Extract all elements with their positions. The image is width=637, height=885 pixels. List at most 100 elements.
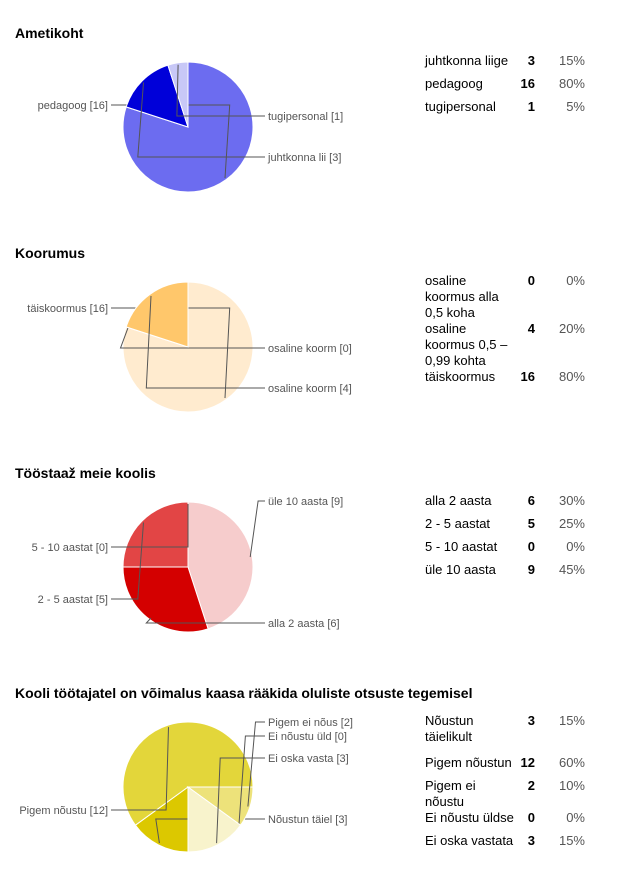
stats-row: 5 - 10 aastat 0 0% bbox=[425, 539, 585, 562]
stats-row: juhtkonna liige 3 15% bbox=[425, 53, 585, 76]
stats-label: Pigem ei nõustu bbox=[425, 778, 476, 809]
stats-label: täiskoormus bbox=[425, 369, 496, 384]
stats-row: üle 10 aasta 9 45% bbox=[425, 562, 585, 585]
stats-percent: 15% bbox=[558, 713, 585, 728]
slice-leader-line bbox=[176, 64, 265, 117]
stats-count: 0 bbox=[527, 273, 535, 288]
stats-count: 2 bbox=[527, 778, 535, 793]
slice-leader-line bbox=[111, 504, 189, 548]
stats-count: 16 bbox=[520, 76, 535, 91]
slice-leader-line bbox=[216, 757, 265, 844]
slice-label: Ei oska vasta [3] bbox=[268, 753, 349, 765]
stats-count: 0 bbox=[527, 539, 535, 554]
stats-row: osaline koormus 0,5 – 0,99 kohta 4 20% bbox=[425, 321, 585, 369]
pie-slice bbox=[167, 61, 189, 128]
stats-count: 3 bbox=[527, 713, 535, 728]
stats-label: osaline koormus alla 0,5 koha bbox=[425, 273, 499, 320]
stats-percent: 60% bbox=[558, 755, 585, 770]
stats-count: 0 bbox=[527, 810, 535, 825]
stats-label: alla 2 aasta bbox=[425, 493, 492, 508]
slice-label: pedagoog [16] bbox=[38, 100, 108, 112]
slice-leader-line bbox=[145, 617, 265, 624]
stats-percent: 15% bbox=[558, 53, 585, 68]
stats-percent: 10% bbox=[558, 778, 585, 793]
slice-label: tugipersonal [1] bbox=[268, 111, 343, 123]
stats-table: juhtkonna liige 3 15% pedagoog 16 80% tugipers… bbox=[425, 53, 585, 122]
slice-leader-line bbox=[111, 727, 169, 811]
pie-slice bbox=[122, 281, 254, 413]
stats-label: osaline koormus 0,5 – 0,99 kohta bbox=[425, 321, 508, 368]
slice-label: täiskoormus [16] bbox=[27, 303, 108, 315]
stats-label: 2 - 5 aastat bbox=[425, 516, 491, 531]
stats-label: pedagoog bbox=[425, 76, 483, 91]
pie-chart: Nõustun täiel [3] Pigem nõustu [12] Pigem … bbox=[19, 717, 353, 853]
pie-chart: pedagoog [16] juhtkonna lii [3] tugiperson… bbox=[38, 61, 343, 193]
stats-count: 4 bbox=[527, 321, 535, 336]
stats-label: Pigem nõustun bbox=[425, 755, 512, 770]
stats-percent: 45% bbox=[558, 562, 585, 577]
pie-slice bbox=[122, 721, 254, 826]
stats-percent: 15% bbox=[558, 833, 585, 848]
stats-label: Nõustun täielikult bbox=[425, 713, 474, 744]
chart-title: Tööstaaž meie koolis bbox=[15, 465, 156, 481]
stats-percent: 0% bbox=[566, 810, 585, 825]
slice-leader-line bbox=[137, 82, 265, 158]
slice-leader-line bbox=[111, 522, 144, 600]
stats-row: tugipersonal 1 5% bbox=[425, 99, 585, 122]
stats-label: tugipersonal bbox=[425, 99, 496, 114]
slice-label: Pigem nõustu [12] bbox=[19, 805, 108, 817]
pie-slice bbox=[187, 501, 254, 630]
stats-count: 5 bbox=[527, 516, 535, 531]
slice-label: 5 - 10 aastat [0] bbox=[32, 542, 108, 554]
slice-label: osaline koorm [4] bbox=[268, 383, 352, 395]
stats-label: üle 10 aasta bbox=[425, 562, 496, 577]
pie-slice bbox=[122, 501, 189, 568]
stats-label: Ei oska vastata bbox=[425, 833, 514, 848]
chart-title: Koorumus bbox=[15, 245, 85, 261]
stats-label: 5 - 10 aastat bbox=[425, 539, 498, 554]
slice-label: üle 10 aasta [9] bbox=[268, 496, 343, 508]
stats-table: Nõustun täielikult 3 15% Pigem nõustun 12 60%… bbox=[425, 713, 585, 856]
stats-table: osaline koormus alla 0,5 koha 0 0% osaline … bbox=[425, 273, 585, 392]
stats-count: 6 bbox=[527, 493, 535, 508]
stats-percent: 30% bbox=[558, 493, 585, 508]
stats-table: alla 2 aasta 6 30% 2 - 5 aastat 5 25% 5 - 10 a… bbox=[425, 493, 585, 585]
slice-leader-line bbox=[238, 735, 265, 825]
stats-row: täiskoormus 16 80% bbox=[425, 369, 585, 392]
pie-slice bbox=[122, 61, 254, 193]
stats-percent: 0% bbox=[566, 273, 585, 288]
slice-label: osaline koorm [0] bbox=[268, 343, 352, 355]
pie-slice bbox=[187, 786, 242, 853]
stats-row: Ei nõustu üldse 0 0% bbox=[425, 810, 585, 833]
stats-row: 2 - 5 aastat 5 25% bbox=[425, 516, 585, 539]
slice-label: Pigem ei nõus [2] bbox=[268, 717, 353, 729]
stats-row: Pigem nõustun 12 60% bbox=[425, 755, 585, 778]
stats-label: juhtkonna liige bbox=[425, 53, 509, 68]
stats-count: 3 bbox=[527, 833, 535, 848]
chart-title: Ametikoht bbox=[15, 25, 84, 41]
stats-percent: 80% bbox=[558, 76, 585, 91]
stats-percent: 20% bbox=[558, 321, 585, 336]
stats-percent: 80% bbox=[558, 369, 585, 384]
pie-chart: üle 10 aasta [9] alla 2 aasta [6] 2 - 5 aa… bbox=[32, 496, 343, 633]
slice-label: Nõustun täiel [3] bbox=[268, 814, 348, 826]
slice-label: Ei nõustu üld [0] bbox=[268, 731, 347, 743]
slice-label: 2 - 5 aastat [5] bbox=[38, 594, 108, 606]
stats-count: 3 bbox=[527, 53, 535, 68]
stats-label: Ei nõustu üldse bbox=[425, 810, 514, 825]
stats-row: Pigem ei nõustu 2 10% bbox=[425, 778, 585, 810]
slice-leader-line bbox=[119, 327, 265, 349]
stats-row: pedagoog 16 80% bbox=[425, 76, 585, 99]
pie-slice bbox=[125, 281, 189, 348]
slice-leader-line bbox=[249, 500, 265, 558]
slice-label: juhtkonna lii [3] bbox=[267, 152, 341, 164]
stats-row: Nõustun täielikult 3 15% bbox=[425, 713, 585, 755]
stats-percent: 25% bbox=[558, 516, 585, 531]
slice-leader-line bbox=[247, 721, 265, 807]
pie-chart: täiskoormus [16] osaline koorm [0] osaline… bbox=[27, 281, 352, 413]
stats-count: 9 bbox=[527, 562, 535, 577]
chart-title: Kooli töötajatel on võimalus kaasa rääki… bbox=[15, 685, 473, 701]
stats-percent: 5% bbox=[566, 99, 585, 114]
slice-label: alla 2 aasta [6] bbox=[268, 618, 340, 630]
stats-row: Ei oska vastata 3 15% bbox=[425, 833, 585, 856]
